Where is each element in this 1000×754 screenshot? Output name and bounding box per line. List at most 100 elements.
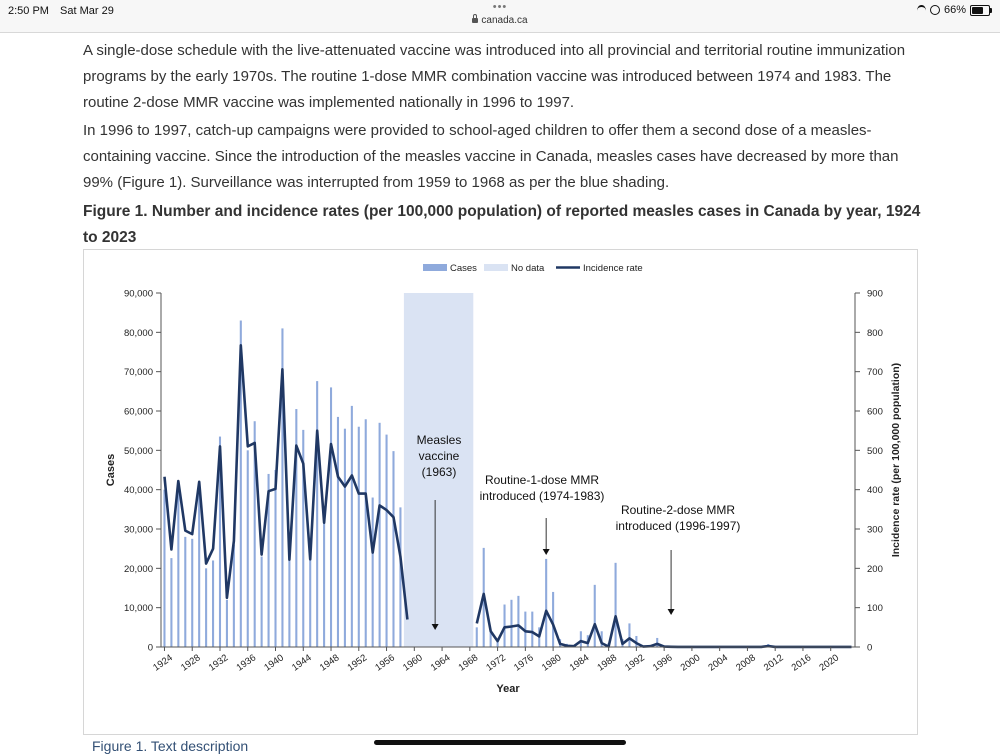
x-tick-label: 2012 [762, 652, 786, 673]
x-axis-title: Year [496, 683, 520, 695]
y2-tick-label: 100 [867, 603, 883, 614]
cases-bar [365, 419, 367, 647]
y-axis-title: Cases [105, 454, 117, 486]
y2-tick-label: 900 [867, 289, 883, 300]
y2-tick-label: 0 [867, 643, 872, 654]
annotation-text: vaccine [419, 449, 460, 463]
cases-bar [510, 600, 512, 647]
x-tick-label: 1940 [262, 652, 286, 673]
cases-bar [392, 451, 394, 647]
legend-incidence-label: Incidence rate [583, 263, 643, 274]
annotation-text: (1963) [422, 465, 457, 479]
battery-percent: 66% [944, 4, 966, 16]
battery-fill [972, 7, 983, 14]
y2-tick-label: 400 [867, 485, 883, 496]
y-tick-label: 0 [148, 643, 153, 654]
x-tick-label: 1976 [512, 652, 536, 673]
url-bar[interactable]: canada.ca [0, 15, 1000, 26]
annotation-text: introduced (1974-1983) [480, 489, 605, 503]
x-tick-label: 1968 [457, 652, 481, 673]
figure-title: Figure 1. Number and incidence rates (pe… [83, 199, 923, 251]
x-tick-label: 2000 [679, 652, 703, 673]
home-indicator[interactable] [374, 740, 626, 745]
annotation-text: Measles [417, 433, 462, 447]
cases-bar [594, 585, 596, 647]
cases-bar [386, 435, 388, 647]
legend-no-data-label: No data [511, 263, 545, 274]
x-tick-label: 2020 [817, 652, 841, 673]
x-tick-label: 1932 [207, 652, 231, 673]
x-tick-label: 1964 [429, 652, 453, 673]
x-tick-label: 1948 [318, 652, 342, 673]
x-tick-label: 1984 [568, 652, 592, 673]
y-tick-label: 60,000 [124, 407, 153, 418]
cases-bar [212, 560, 214, 647]
cases-bar [399, 507, 401, 647]
y2-tick-label: 200 [867, 564, 883, 575]
orientation-lock-icon [930, 5, 940, 15]
annotation-text: Routine-1-dose MMR [485, 473, 599, 487]
y-tick-label: 70,000 [124, 367, 153, 378]
x-tick-label: 1952 [346, 652, 370, 673]
cases-bar [330, 387, 332, 647]
legend-cases-swatch [423, 264, 447, 271]
measles-chart: 010,00020,00030,00040,00050,00060,00070,… [84, 250, 917, 734]
cases-bar [337, 417, 339, 647]
cases-bar [545, 559, 547, 647]
cases-bar [552, 592, 554, 647]
cases-bar [628, 623, 630, 647]
url-text: canada.ca [481, 15, 527, 26]
cases-bar [163, 490, 165, 647]
y2-tick-label: 800 [867, 328, 883, 339]
x-tick-label: 1972 [484, 652, 508, 673]
x-tick-label: 1928 [179, 652, 203, 673]
cases-bar [476, 627, 478, 647]
cases-bar [656, 638, 658, 647]
figure-text-description-link[interactable]: Figure 1. Text description [92, 738, 248, 754]
lock-icon [472, 18, 478, 23]
x-tick-label: 1992 [623, 652, 647, 673]
y-tick-label: 10,000 [124, 603, 153, 614]
cases-bar [531, 612, 533, 647]
cases-bar [615, 563, 617, 647]
browser-menu-dots[interactable]: ••• [0, 1, 1000, 13]
cases-bar [198, 490, 200, 647]
battery-icon [970, 5, 990, 16]
wifi-icon [917, 5, 926, 16]
annotation-text: Routine-2-dose MMR [621, 503, 735, 517]
paragraph-vaccine-schedule: A single-dose schedule with the live-att… [83, 38, 923, 116]
cases-bar [379, 423, 381, 647]
y-tick-label: 90,000 [124, 289, 153, 300]
annotation-arrow-head [543, 549, 550, 555]
x-tick-label: 1960 [401, 652, 425, 673]
cases-bar [372, 498, 374, 647]
legend-no-data-swatch [484, 264, 508, 271]
cases-bar [344, 429, 346, 647]
annotation-text: introduced (1996-1997) [616, 519, 741, 533]
cases-bar [191, 539, 193, 647]
cases-bar [288, 560, 290, 647]
y2-axis-title: Incidence rate (per 100,000 population) [890, 363, 902, 557]
cases-bar [309, 553, 311, 647]
cases-bar [170, 558, 172, 647]
cases-bar [580, 631, 582, 647]
cases-bar [226, 600, 228, 647]
cases-bar [184, 537, 186, 647]
x-tick-label: 1996 [651, 652, 675, 673]
cases-bar [247, 450, 249, 647]
annotation-arrow-head [668, 609, 675, 615]
y2-tick-label: 600 [867, 407, 883, 418]
x-tick-label: 2016 [790, 652, 814, 673]
cases-bar [503, 605, 505, 647]
paragraph-catch-up: In 1996 to 1997, catch-up campaigns were… [83, 118, 923, 196]
x-tick-label: 1924 [151, 652, 175, 673]
x-tick-label: 2008 [734, 652, 758, 673]
cases-bar [517, 596, 519, 647]
cases-bar [177, 488, 179, 647]
x-tick-label: 1936 [235, 652, 259, 673]
y-tick-label: 80,000 [124, 328, 153, 339]
y-tick-label: 40,000 [124, 485, 153, 496]
status-right: 66% [917, 4, 990, 16]
x-tick-label: 1980 [540, 652, 564, 673]
cases-bar [274, 470, 276, 647]
